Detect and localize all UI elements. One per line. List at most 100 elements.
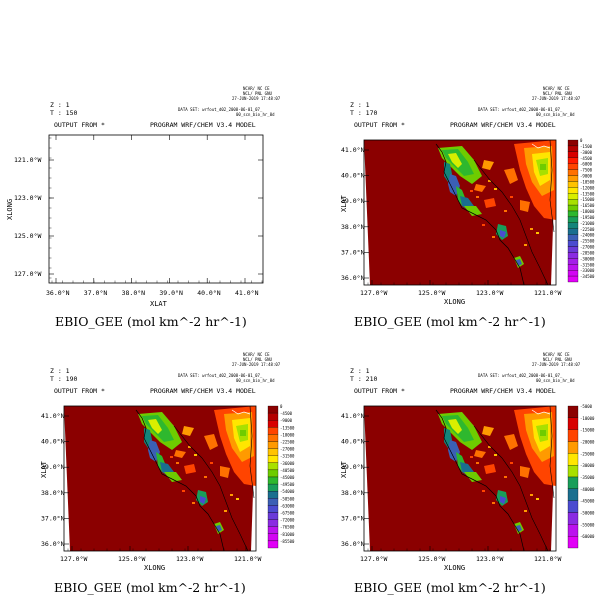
meta-line-1: NCAR/ NC CE [243, 352, 270, 357]
data-set-1: DATA SET: wrfout_d02_2008-06-01_07_ [178, 107, 263, 112]
colorbar-label: -20000 [580, 440, 595, 445]
fault-line [173, 425, 249, 551]
colorbar-cell [567, 216, 579, 223]
field-contour [240, 430, 246, 436]
colorbar-label: -22500 [280, 440, 295, 445]
colorbar-label: -31500 [580, 262, 595, 267]
colorbar-cell [267, 483, 279, 492]
coastline [135, 409, 225, 551]
x-tick-label: 121.0°W [534, 289, 561, 297]
field-contour [148, 419, 162, 434]
field-speckle [524, 244, 527, 246]
colorbar-label: -33000 [580, 268, 595, 273]
x-tick-label: 38.0°N [122, 289, 146, 297]
colorbar-label: -27000 [580, 245, 595, 250]
field-speckle [188, 446, 191, 448]
x-tick-label: 127.0°W [60, 555, 87, 563]
y-tick-label: 37.0°N [41, 514, 65, 522]
field-contour [200, 496, 206, 504]
field-speckle [510, 196, 513, 198]
field-speckle [476, 462, 479, 464]
colorbar-label: -34500 [580, 274, 595, 279]
colorbar: 0 -4500 -9000 -13500 -18000 -22500 -27000 -3150… [267, 404, 295, 549]
colorbar-cell [267, 405, 279, 414]
colorbar-label: -58500 [280, 496, 295, 501]
colorbar-cell [567, 169, 579, 176]
y-tick-label: 40.0°N [341, 172, 365, 180]
colorbar-cell [267, 533, 279, 542]
meta-line-3: 27-JUN-2019 17:48:07 [532, 96, 581, 101]
panel-header: Z : 1 T : 150 NCAR/ NC CE NCL/ PNL GNU 2… [50, 86, 281, 129]
x-tick-label: 125.0°W [418, 555, 445, 563]
colorbar-label: -10000 [580, 416, 595, 421]
field-contour [484, 464, 496, 474]
colorbar-label: -18000 [580, 209, 595, 214]
colorbar-cell [267, 448, 279, 456]
lake-outline [231, 409, 251, 415]
panel-title: EBIO_GEE (mol km^-2 hr^-1) [54, 580, 246, 595]
field-speckle [194, 454, 197, 456]
colorbar-cell [567, 163, 579, 170]
colorbar-cell [567, 500, 579, 513]
coastline [435, 143, 525, 285]
data-set-2: 00_scn_bio_hr_0d [236, 378, 275, 383]
colorbar-cell [267, 420, 279, 428]
colorbar-label: -63000 [280, 503, 295, 508]
field-speckle [492, 236, 495, 238]
field-speckle [492, 502, 495, 504]
panel-title: EBIO_GEE (mol km^-2 hr^-1) [55, 314, 247, 329]
colorbar-cell [567, 151, 579, 158]
colorbar-cell [567, 270, 579, 277]
colorbar-cell [567, 145, 579, 152]
colorbar-label: -9000 [580, 174, 593, 179]
colorbar-cell [567, 417, 579, 430]
field-contour [540, 430, 546, 436]
y-tick-label: 121.0°W [14, 156, 41, 164]
colorbar-label: -21000 [580, 221, 595, 226]
field-contour [174, 450, 186, 458]
x-tick-label: 123.0°W [176, 555, 203, 563]
colorbar-cell [567, 210, 579, 218]
field-contour [500, 496, 506, 504]
field-contour [220, 466, 230, 478]
field-speckle [236, 498, 239, 500]
field-speckle [204, 476, 207, 478]
plot-frame [363, 405, 557, 552]
field-speckle [476, 196, 479, 198]
y-tick-label: 39.0°N [341, 463, 365, 471]
colorbar-label: -7500 [580, 168, 593, 173]
panel-top-right: Z : 1T : 170 NCAR/ NC CE NCL/ PNL GNU27-J… [340, 86, 595, 329]
colorbar-cell [567, 536, 579, 549]
plot-frame [48, 134, 264, 284]
colorbar-cell [267, 462, 279, 471]
colorbar-label: -76500 [280, 525, 295, 530]
colorbar-label: -45000 [580, 499, 595, 504]
colorbar-label: -35000 [580, 475, 595, 480]
field-speckle [482, 224, 485, 226]
field-speckle [182, 490, 185, 492]
x-tick-label: 121.0°W [234, 555, 261, 563]
x-axis-label: XLAT [150, 300, 168, 308]
field-speckle [176, 462, 179, 464]
colorbar-label: -55000 [580, 522, 595, 527]
lake-outline [531, 409, 551, 415]
colorbar-label: -3000 [580, 150, 593, 155]
colorbar-label: -19500 [580, 215, 595, 220]
colorbar-label: -13500 [580, 191, 595, 196]
lake-outline [531, 143, 551, 149]
field-speckle [530, 228, 533, 230]
colorbar-cell [567, 429, 579, 442]
field-speckle [504, 210, 507, 212]
y-tick-label: 36.0°N [341, 540, 365, 548]
colorbar-cell [567, 240, 579, 247]
program-label: PROGRAM WRF/CHEM V3.4 MODEL [450, 121, 556, 129]
time-label: T : 210 [350, 375, 377, 383]
colorbar-cell [267, 412, 279, 421]
colorbar-cell [267, 498, 279, 506]
colorbar-cell [567, 488, 579, 501]
y-axis-label: XLAT [340, 460, 348, 478]
panel-title: EBIO_GEE (mol km^-2 hr^-1) [354, 314, 546, 329]
field-contour [204, 434, 218, 450]
colorbar-cell [267, 434, 279, 442]
